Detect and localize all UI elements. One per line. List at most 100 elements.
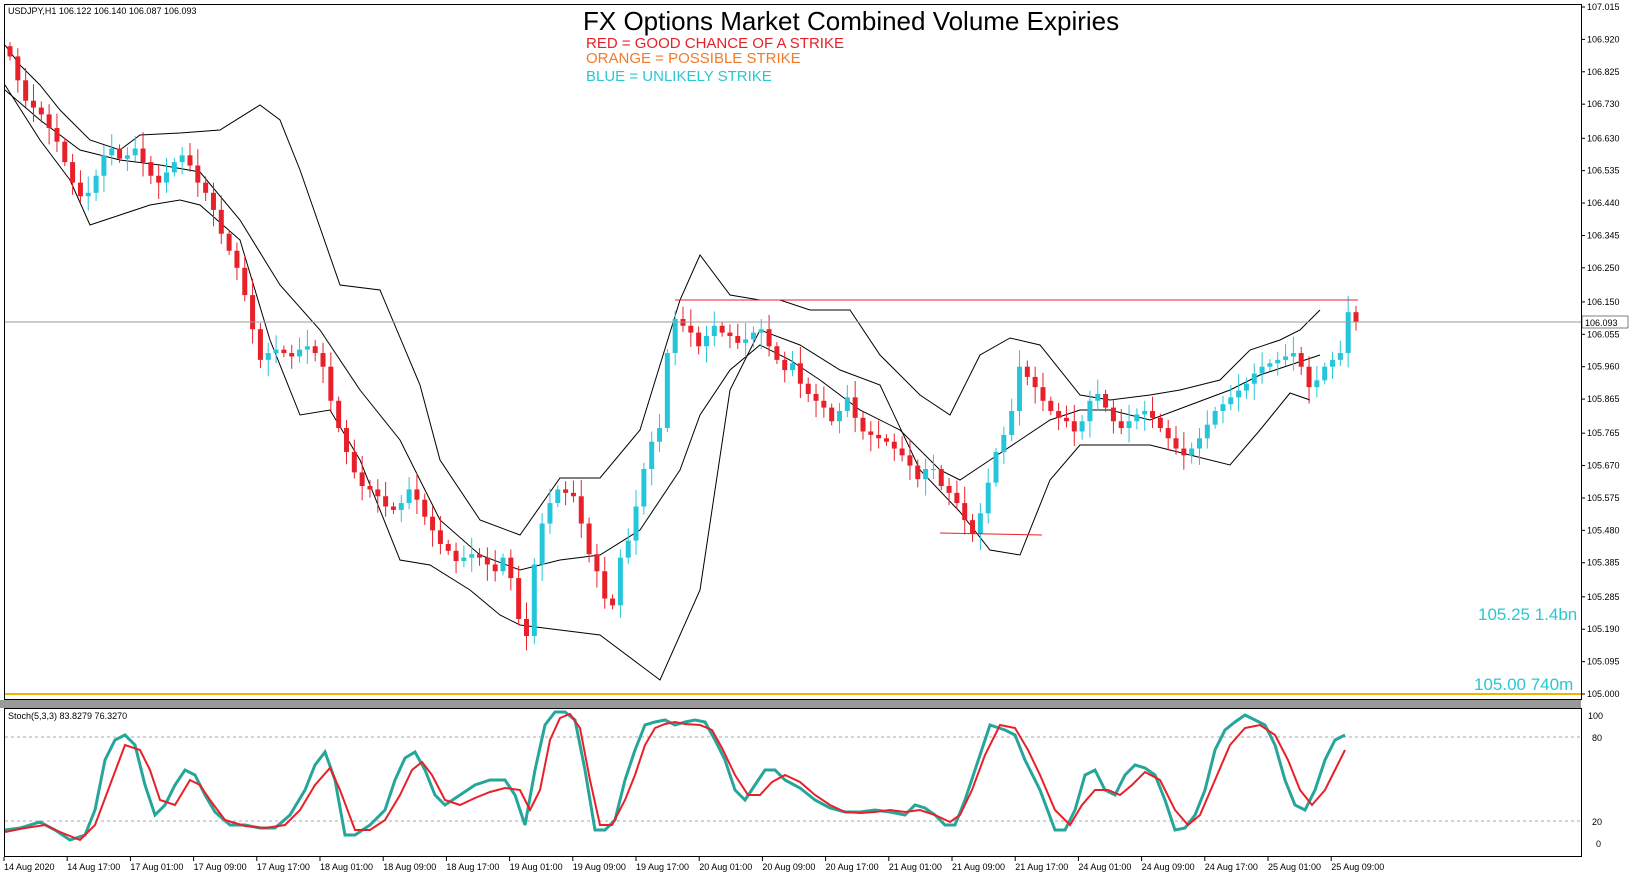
stoch-signal-line (4, 712, 1346, 842)
price-tick-label: 105.865 (1587, 394, 1620, 404)
time-tick-label: 14 Aug 17:00 (67, 862, 120, 872)
time-tick-label: 17 Aug 01:00 (130, 862, 183, 872)
stochastic-info: Stoch(5,3,3) 83.8279 76.3270 (8, 711, 127, 721)
time-axis: 14 Aug 2020 14 Aug 17:00 17 Aug 01:00 17 Au… (3, 857, 1384, 872)
candle-bear (523, 618, 529, 637)
candle-bull (539, 523, 545, 565)
time-tick-label: 14 Aug 2020 (4, 862, 55, 872)
candle-bear (1071, 421, 1077, 432)
candle-bear (946, 486, 952, 493)
candle-bear (430, 516, 436, 531)
candle-bull (1212, 411, 1218, 425)
candle-bear (852, 397, 858, 418)
price-axis: 107.015 106.920 106.825 106.730 106.630 106.5… (1581, 2, 1620, 699)
candle-bear (883, 438, 889, 442)
candle-bull (1009, 411, 1015, 435)
candle-bear (578, 496, 584, 524)
candle-bear (962, 503, 968, 521)
candle-bull (273, 349, 279, 354)
stochastic-panel (4, 708, 1582, 857)
candle-bear (954, 492, 960, 504)
candle-bear (570, 492, 576, 497)
stochastic-axis: 100 80 20 0 (5, 711, 1603, 849)
time-tick-label: 21 Aug 09:00 (952, 862, 1005, 872)
candle-bull (547, 503, 553, 524)
time-tick-label: 17 Aug 09:00 (194, 862, 247, 872)
price-tick-label: 106.440 (1587, 198, 1620, 208)
time-tick-label: 21 Aug 01:00 (889, 862, 942, 872)
candle-bull (1189, 448, 1195, 456)
candle-bear (437, 530, 443, 544)
stoch-tick-0: 0 (1596, 839, 1601, 849)
candle-bull (500, 557, 506, 572)
candle-bull (703, 336, 709, 347)
bollinger-lower (4, 84, 1311, 681)
candle-bear (766, 329, 772, 347)
candle-bear (38, 107, 44, 115)
time-tick-label: 24 Aug 17:00 (1205, 862, 1258, 872)
candle-bull (179, 155, 185, 163)
candle-bull (461, 557, 467, 562)
candle-bull (109, 148, 115, 156)
candle-bear (1040, 387, 1046, 401)
candle-bear (414, 489, 420, 500)
candle-bull (85, 192, 91, 197)
candle-bear (563, 489, 569, 493)
time-tick-label: 24 Aug 01:00 (1078, 862, 1131, 872)
expiry-label-105-00: 105.00 740m (1474, 675, 1573, 694)
candle-bear (344, 428, 349, 452)
price-tick-label: 105.765 (1587, 428, 1620, 438)
candle-bull (750, 332, 756, 340)
candle-bear (453, 550, 459, 562)
candle-bear (46, 114, 52, 129)
bollinger-middle (4, 89, 1321, 571)
strike-level-lower (939, 532, 1043, 536)
candle-bull (743, 339, 749, 343)
candle-bear (1118, 421, 1124, 429)
candle-bear (1032, 376, 1038, 388)
candle-bear (422, 499, 428, 517)
candle-bear (1150, 411, 1156, 418)
candle-bear (351, 451, 357, 473)
candle-bear (899, 448, 905, 456)
candle-bear (868, 431, 874, 435)
legend-red: RED = GOOD CHANCE OF A STRIKE (586, 35, 844, 52)
price-tick-label: 105.670 (1587, 461, 1620, 471)
candle-bull (297, 349, 303, 357)
price-tick-label: 105.285 (1587, 592, 1620, 602)
candle-bull (633, 506, 639, 541)
candle-bull (649, 441, 655, 469)
chart-title: FX Options Market Combined Volume Expiri… (583, 6, 1119, 36)
candle-bull (758, 329, 764, 333)
price-tick-label: 106.730 (1587, 99, 1620, 109)
candle-bear (696, 332, 702, 347)
candle-bear (367, 486, 373, 490)
price-tick-label: 106.535 (1587, 166, 1620, 176)
price-tick-label: 105.575 (1587, 493, 1620, 503)
candle-bull (1079, 421, 1085, 432)
time-tick-label: 18 Aug 09:00 (383, 862, 436, 872)
candle-bull (1345, 312, 1351, 354)
candle-bull (1259, 366, 1265, 374)
candle-bear (516, 578, 522, 619)
candle-bear (187, 155, 193, 166)
candle-bull (977, 513, 983, 534)
candle-bear (226, 233, 232, 251)
panel-separator (0, 700, 1581, 708)
time-tick-label: 19 Aug 17:00 (636, 862, 689, 872)
time-tick-label: 18 Aug 01:00 (320, 862, 373, 872)
candle-bull (625, 540, 631, 558)
candle-bear (797, 363, 803, 384)
candle-bear (727, 332, 733, 337)
candle-bear (250, 295, 256, 330)
candle-bear (242, 267, 248, 296)
time-tick-label: 19 Aug 09:00 (573, 862, 626, 872)
candle-bear (390, 506, 396, 510)
current-price-label: 106.093 (1585, 318, 1618, 328)
candle-bear (359, 472, 365, 487)
candle-bear (610, 598, 616, 606)
price-tick-label: 106.150 (1587, 297, 1620, 307)
stochastic-lines (4, 710, 1346, 842)
candle-bear (1165, 428, 1171, 439)
